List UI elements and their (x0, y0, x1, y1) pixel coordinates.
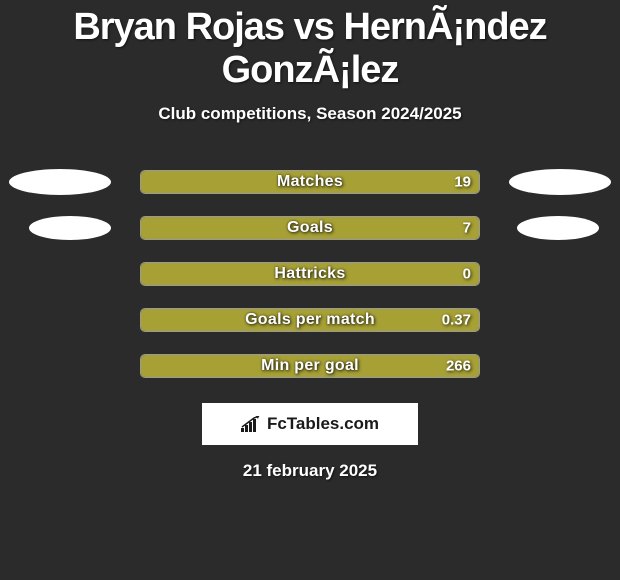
stat-row: Goals per match0.37 (0, 297, 620, 343)
stat-value: 19 (454, 174, 471, 191)
stat-row: Min per goal266 (0, 343, 620, 389)
subtitle: Club competitions, Season 2024/2025 (0, 104, 620, 124)
stat-bar: Matches19 (140, 170, 480, 194)
logo-text: FcTables.com (267, 414, 379, 434)
stat-label: Hattricks (141, 265, 479, 283)
stat-bar: Goals7 (140, 216, 480, 240)
stat-row: Hattricks0 (0, 251, 620, 297)
stat-bar: Goals per match0.37 (140, 308, 480, 332)
stat-label: Goals (141, 219, 479, 237)
stat-value: 7 (463, 220, 471, 237)
player-ellipse-right (509, 169, 611, 195)
stat-row: Matches19 (0, 159, 620, 205)
stat-value: 0.37 (442, 312, 471, 329)
stats-container: Matches19 Goals7 Hattricks0 Goals per match… (0, 159, 620, 389)
stat-label: Min per goal (141, 357, 479, 375)
stat-value: 0 (463, 266, 471, 283)
player-ellipse-left (9, 169, 111, 195)
page-title: Bryan Rojas vs HernÃ¡ndez GonzÃ¡lez (0, 0, 620, 92)
logo-box: FcTables.com (202, 403, 418, 445)
chart-icon (241, 416, 261, 432)
stat-label: Goals per match (141, 311, 479, 329)
player-ellipse-right (517, 216, 599, 240)
stat-label: Matches (141, 173, 479, 191)
stat-value: 266 (446, 358, 471, 375)
stat-bar: Hattricks0 (140, 262, 480, 286)
player-ellipse-left (29, 216, 111, 240)
date-text: 21 february 2025 (0, 461, 620, 481)
stat-bar: Min per goal266 (140, 354, 480, 378)
stat-row: Goals7 (0, 205, 620, 251)
